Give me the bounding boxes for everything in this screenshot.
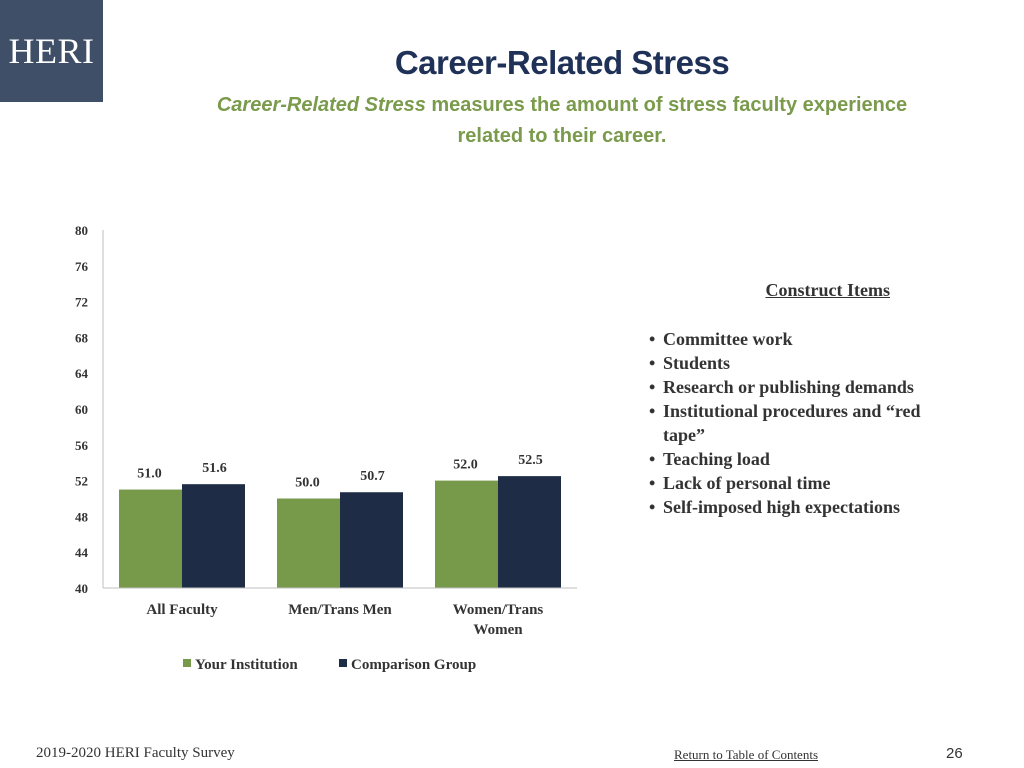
construct-item: Lack of personal time — [640, 471, 960, 495]
y-tick-label: 44 — [75, 545, 89, 560]
data-label: 50.7 — [360, 469, 385, 484]
construct-items-list: Committee work Students Research or publ… — [640, 327, 960, 519]
bar-your-institution — [119, 489, 182, 588]
construct-items-panel: Construct Items Committee work Students … — [640, 280, 960, 519]
data-label: 51.0 — [137, 467, 162, 482]
page-subtitle: Career-Related Stress measures the amoun… — [212, 90, 912, 152]
heri-logo: HERI — [0, 0, 103, 102]
bar-comparison-group — [498, 476, 561, 588]
y-tick-label: 48 — [75, 509, 89, 524]
subtitle-construct-name: Career-Related Stress — [216, 94, 426, 116]
data-label: 50.0 — [295, 476, 320, 491]
return-to-toc-link[interactable]: Return to Table of Contents — [674, 747, 818, 762]
footer-survey-name: 2019-2020 HERI Faculty Survey — [36, 745, 235, 761]
y-tick-label: 72 — [75, 295, 88, 310]
x-tick-label: Women/Trans Women — [453, 602, 544, 638]
legend-label: Comparison Group — [351, 657, 476, 673]
bar-your-institution — [435, 480, 498, 588]
bar-comparison-group — [182, 484, 245, 588]
legend-swatch — [339, 659, 347, 667]
y-tick-label: 64 — [75, 366, 89, 381]
construct-item: Teaching load — [640, 447, 960, 471]
y-tick-label: 76 — [75, 259, 89, 274]
construct-item: Self-imposed high expectations — [640, 495, 960, 519]
y-tick-label: 40 — [75, 581, 88, 596]
bar-your-institution — [277, 498, 340, 588]
subtitle-description: measures the amount of stress faculty ex… — [425, 94, 908, 147]
construct-item: Research or publishing demands — [640, 375, 960, 399]
x-tick-label: All Faculty — [146, 602, 218, 618]
legend-swatch — [183, 659, 191, 667]
construct-item: Institutional procedures and “red tape” — [640, 399, 960, 447]
construct-item: Students — [640, 351, 960, 375]
x-tick-label: Men/Trans Men — [288, 602, 392, 618]
legend-label: Your Institution — [195, 657, 298, 673]
data-label: 51.6 — [202, 461, 227, 476]
data-label: 52.0 — [453, 458, 478, 473]
bar-comparison-group — [340, 492, 403, 588]
page-title: Career-Related Stress — [394, 44, 730, 81]
construct-items-title: Construct Items — [765, 280, 890, 300]
data-label: 52.5 — [518, 453, 543, 468]
page-number: 26 — [946, 745, 963, 762]
y-tick-label: 68 — [75, 330, 89, 345]
y-tick-label: 60 — [75, 402, 88, 417]
y-tick-label: 56 — [75, 438, 89, 453]
y-tick-label: 52 — [75, 474, 88, 489]
y-tick-label: 80 — [75, 223, 88, 238]
construct-item: Committee work — [640, 327, 960, 351]
